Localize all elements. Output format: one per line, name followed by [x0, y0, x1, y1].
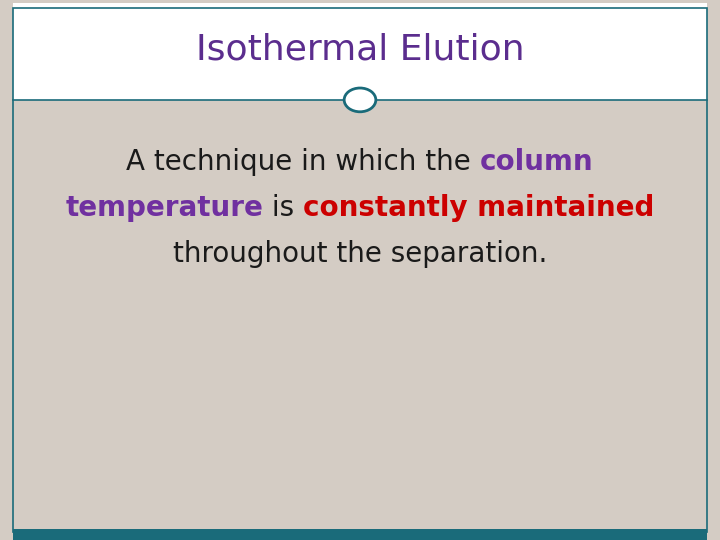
Text: column: column	[480, 148, 593, 176]
FancyBboxPatch shape	[13, 100, 707, 532]
FancyBboxPatch shape	[13, 529, 707, 540]
FancyBboxPatch shape	[13, 3, 707, 100]
Text: temperature: temperature	[66, 194, 264, 222]
Text: constantly maintained: constantly maintained	[303, 194, 654, 222]
Text: is: is	[264, 194, 303, 222]
Text: A technique in which the: A technique in which the	[127, 148, 480, 176]
Text: Isothermal Elution: Isothermal Elution	[196, 33, 524, 67]
Circle shape	[344, 88, 376, 112]
Text: throughout the separation.: throughout the separation.	[173, 240, 547, 268]
